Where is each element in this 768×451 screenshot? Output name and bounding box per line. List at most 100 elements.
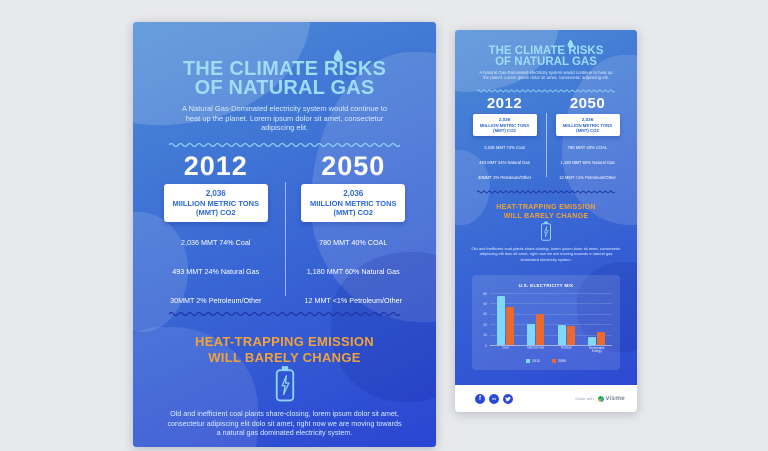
bar-2050 <box>505 307 514 345</box>
y-tick-label: 0 <box>485 343 487 348</box>
background-blob <box>331 252 436 402</box>
bar-2012 <box>588 336 597 345</box>
fuel-mix-row: 780 MMT 40% COAL <box>319 238 388 247</box>
electricity-mix-chart: U.S. ELECTRICITY MIX 0 10 20 30 40 50 Coal Nat… <box>472 275 620 370</box>
emissions-total-box: 2,036 MIILLION METRIC TONS (MMT) CO2 <box>555 114 620 136</box>
fuel-mix-row: 1,180 MMT 60% Natural Gas <box>306 267 400 276</box>
gridlines <box>490 293 612 346</box>
year-heading: 2012 <box>183 151 248 181</box>
year-heading: 2050 <box>321 151 386 181</box>
emission-heading-line2: WILL BARELY CHANGE <box>208 349 361 365</box>
emissions-total-box: 2,036 MIILLION METRIC TONS (MMT) CO2 <box>163 184 268 222</box>
legend-swatch <box>526 359 531 363</box>
bar-group: Nuclear <box>557 294 575 350</box>
facebook-icon[interactable]: f <box>475 393 485 404</box>
emissions-total-box: 2,036 MIILLION METRIC TONS (MMT) CO2 <box>472 114 537 136</box>
bar-2050 <box>566 325 575 345</box>
emissions-unit: MIILLION METRIC TONS (MMT) CO2 <box>479 122 530 133</box>
emissions-value: 2,036 <box>498 117 511 122</box>
emission-heading: HEAT-TRAPPING EMISSION WILL BARELY CHANG… <box>455 204 637 221</box>
bar-2050 <box>597 331 606 345</box>
legend-item: 2050 <box>552 359 566 363</box>
fuel-mix-list: 780 MMT 40% COAL 1,180 MMT 60% Natural G… <box>546 145 629 180</box>
fuel-mix-list: 2,036 MMT 74% Coal 493 MMT 24% Natural G… <box>463 145 546 180</box>
emissions-value: 2,036 <box>581 117 594 122</box>
y-axis: 0 10 20 30 40 50 <box>480 292 490 348</box>
emission-heading-line1: HEAT-TRAPPING EMISSION <box>195 334 374 349</box>
linkedin-icon[interactable]: in <box>489 393 499 404</box>
bar-2012 <box>557 324 566 345</box>
legend-label: 2012 <box>532 359 540 363</box>
made-with-visme[interactable]: Made with visme <box>575 395 625 402</box>
bar-2012 <box>496 296 505 345</box>
battery-bolt-icon <box>275 366 294 402</box>
y-tick-label: 10 <box>483 332 487 337</box>
bar-2012 <box>527 323 536 345</box>
poster-title-line2: OF NATURAL GAS <box>495 56 597 68</box>
x-axis-label: Nuclear <box>560 346 572 350</box>
x-axis-label: Natural Gas <box>527 346 545 350</box>
emissions-unit: MIILLION METRIC TONS (MMT) CO2 <box>172 199 260 217</box>
fuel-mix-row: 30MMT 2% Petroleum/Other <box>477 175 532 180</box>
emission-heading-line1: HEAT-TRAPPING EMISSION <box>496 204 596 211</box>
wave-divider <box>477 89 615 93</box>
bar-group: Natural Gas <box>527 294 545 350</box>
gridline <box>490 293 612 294</box>
gridline <box>490 324 612 326</box>
chart-legend: 2012 2050 <box>480 359 612 363</box>
gridline <box>490 303 612 305</box>
fuel-mix-row: 493 MMT 24% Natural Gas <box>479 160 530 165</box>
wave-divider <box>477 190 615 194</box>
bar-2050 <box>536 314 545 345</box>
gridline <box>490 334 612 336</box>
fuel-mix-row: 2,036 MMT 74% Coal <box>181 238 251 247</box>
y-tick-label: 20 <box>483 322 487 327</box>
twitter-icon[interactable] <box>503 393 513 404</box>
poster-subtitle: A Natural Gas-Dominated electricity syst… <box>181 104 388 132</box>
year-heading: 2050 <box>569 95 606 112</box>
year-column-2050: 2050 2,036 MIILLION METRIC TONS (MMT) CO… <box>546 96 629 190</box>
chart-title: U.S. ELECTRICITY MIX <box>518 283 574 288</box>
emissions-unit: MIILLION METRIC TONS (MMT) CO2 <box>309 199 397 217</box>
fuel-mix-row: 30MMT 2% Petroleum/Other <box>170 296 262 305</box>
battery-icon-wrap <box>133 365 436 402</box>
visme-brand-text: visme <box>605 395 625 402</box>
poster-footer: f in Made with visme <box>455 385 637 412</box>
infographic-poster-large: THE CLIMATE RISKS OF NATURAL GAS A Natur… <box>133 22 436 447</box>
fuel-mix-row: 12 MMT <1% Petroleum/Other <box>304 296 403 305</box>
water-drop-icon <box>567 39 574 49</box>
emissions-value: 2,036 <box>343 189 364 198</box>
column-divider <box>284 182 286 296</box>
twitter-bird-icon <box>505 396 511 401</box>
emission-heading: HEAT-TRAPPING EMISSION WILL BARELY CHANG… <box>133 334 436 365</box>
legend-item: 2012 <box>526 359 540 363</box>
bar-group: Renewable Energy <box>588 294 606 353</box>
year-column-2012: 2012 2,036 MIILLION METRIC TONS (MMT) CO… <box>463 96 546 190</box>
y-tick-label: 40 <box>483 301 487 306</box>
fuel-mix-row: 493 MMT 24% Natural Gas <box>172 267 260 276</box>
fuel-mix-row: 12 MMT <1% Petroleum/Other <box>559 175 616 180</box>
year-column-2050: 2050 2,036 MIILLION METRIC TONS (MMT) CO… <box>285 152 423 326</box>
y-tick-label: 30 <box>483 312 487 317</box>
emissions-unit: MIILLION METRIC TONS (MMT) CO2 <box>562 122 613 133</box>
column-divider <box>546 113 547 177</box>
emissions-value: 2,036 <box>205 189 226 198</box>
bar-group: Coal <box>496 294 514 350</box>
fuel-mix-list: 780 MMT 40% COAL 1,180 MMT 60% Natural G… <box>285 239 423 305</box>
fuel-mix-row: 1,180 MMT 60% Natural Gas <box>560 160 615 165</box>
fuel-mix-list: 2,036 MMT 74% Coal 493 MMT 24% Natural G… <box>147 239 285 305</box>
year-comparison: 2012 2,036 MIILLION METRIC TONS (MMT) CO… <box>463 96 629 190</box>
battery-icon-wrap <box>455 221 637 241</box>
poster-title-line1: THE CLIMATE RISKS <box>488 45 604 57</box>
visme-logo-icon <box>597 395 604 402</box>
year-column-2012: 2012 2,036 MIILLION METRIC TONS (MMT) CO… <box>147 152 285 326</box>
made-with-label: Made with <box>575 396 594 401</box>
wave-divider <box>169 311 400 317</box>
x-axis-label: Renewable Energy <box>588 346 605 354</box>
emissions-total-box: 2,036 MIILLION METRIC TONS (MMT) CO2 <box>301 184 406 222</box>
fuel-mix-row: 2,036 MMT 74% Coal <box>484 145 525 150</box>
background-blob <box>577 262 637 352</box>
chart-plot: 0 10 20 30 40 50 Coal Natural Gas Nuclear Renewa… <box>480 292 612 353</box>
closing-paragraph: Old and inefficient coal plants share-cl… <box>167 409 402 438</box>
